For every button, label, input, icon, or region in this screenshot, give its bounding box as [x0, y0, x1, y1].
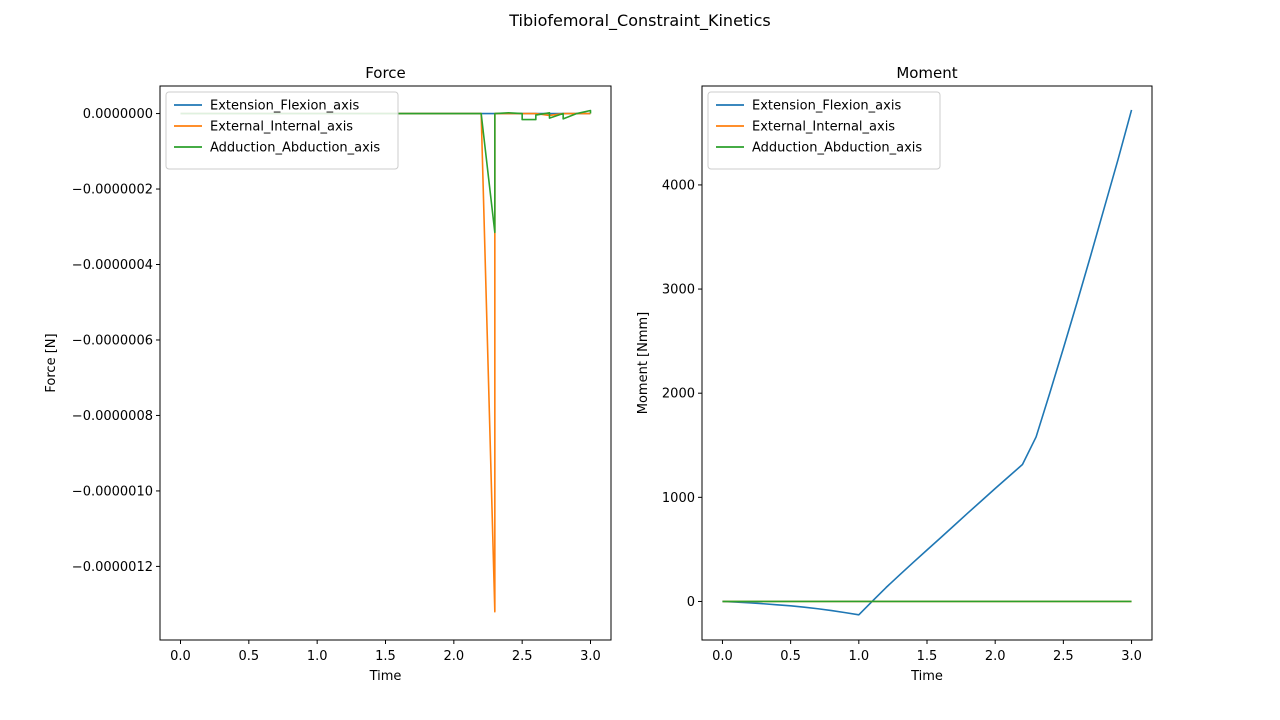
- chart-1-legend: [165, 91, 399, 170]
- chart-2-y-tick-label: 1000: [662, 491, 695, 506]
- figure-title: Tibiofemoral_Constraint_Kinetics: [509, 11, 771, 30]
- chart-1-x-tick-label: 2.0: [443, 649, 464, 664]
- chart-2-series-line-1: [722, 109, 1133, 616]
- chart-1-x-axis-label: Time: [369, 669, 402, 684]
- chart-1-y-tick-label: −0.0000008: [72, 409, 153, 424]
- chart-2-legend-label-2: External_Internal_axis: [752, 120, 895, 135]
- chart-1-x-tick-label: 1.5: [375, 649, 396, 664]
- chart-2-x-tick-label: 0.5: [780, 649, 801, 664]
- chart-2-x-tick-label: 1.0: [848, 649, 869, 664]
- chart-2-legend-label-1: Extension_Flexion_axis: [752, 99, 901, 114]
- chart-2-x-tick-label: 3.0: [1121, 649, 1142, 664]
- chart-2-y-axis-label: Moment [Nmm]: [636, 312, 651, 415]
- chart-1-y-tick-label: 0.0000000: [83, 107, 153, 122]
- chart-2-y-tick-label: 3000: [662, 283, 695, 298]
- chart-2-legend: [707, 91, 941, 170]
- chart-1-legend-label-2: External_Internal_axis: [210, 120, 353, 135]
- chart-1-y-tick-label: −0.0000004: [72, 258, 153, 273]
- chart-1-title: Force: [365, 64, 406, 82]
- chart-1-legend-label-1: Extension_Flexion_axis: [210, 99, 359, 114]
- chart-2-title: Moment: [896, 64, 957, 82]
- chart-2-x-tick-label: 1.5: [917, 649, 938, 664]
- chart-2-x-axis-label: Time: [910, 669, 943, 684]
- chart-1-x-tick-label: 0.5: [238, 649, 259, 664]
- chart-1-plot-area: [160, 86, 611, 640]
- chart-2-y-tick-label: 2000: [662, 387, 695, 402]
- chart-1-x-tick-label: 3.0: [580, 649, 601, 664]
- chart-1-x-tick-label: 1.0: [307, 649, 328, 664]
- chart-1-y-axis-label: Force [N]: [44, 333, 59, 392]
- chart-1-y-tick-label: −0.0000010: [72, 484, 153, 499]
- chart-1-y-tick-label: −0.0000006: [72, 333, 153, 348]
- chart-1-y-tick-label: −0.0000002: [72, 183, 153, 198]
- chart-1-legend-label-3: Adduction_Abduction_axis: [210, 141, 380, 156]
- chart-2-legend-label-3: Adduction_Abduction_axis: [752, 141, 922, 156]
- chart-1-x-tick-label: 2.5: [512, 649, 533, 664]
- chart-2-y-tick-label: 0: [687, 595, 695, 610]
- chart-2-x-tick-label: 2.0: [985, 649, 1006, 664]
- chart-2-x-tick-label: 0.0: [712, 649, 733, 664]
- chart-2-x-tick-label: 2.5: [1053, 649, 1074, 664]
- chart-2-plot-area: [702, 86, 1152, 640]
- chart-2-y-tick-label: 4000: [662, 178, 695, 193]
- chart-1-y-tick-label: −0.0000012: [72, 560, 153, 575]
- chart-1-x-tick-label: 0.0: [170, 649, 191, 664]
